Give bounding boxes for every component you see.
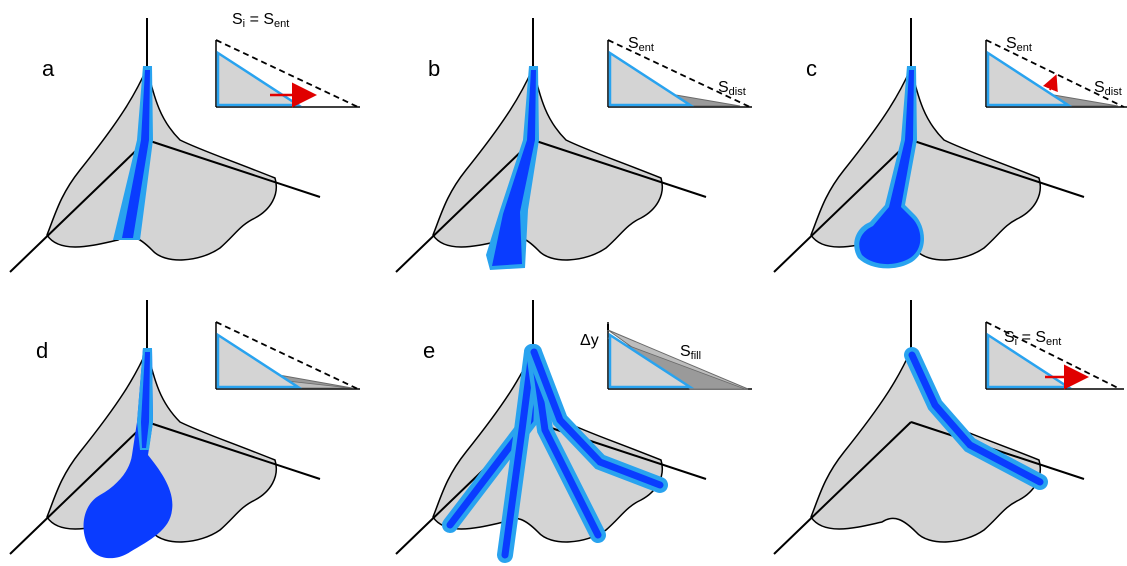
axis-diagonal [532, 139, 707, 198]
delta-y-label: Δy [580, 332, 599, 349]
panel-c: c Sent Sdist [773, 18, 1127, 273]
arrow-icon [1043, 74, 1058, 93]
profile-inset: Si = Sent [985, 321, 1124, 390]
channel [486, 66, 539, 270]
axis-left [9, 421, 148, 555]
axis-left [9, 139, 148, 273]
panel-a: a Si = Sent [9, 11, 360, 273]
slope-label: Si = Sent [1004, 329, 1061, 348]
channel-network [442, 344, 668, 563]
axis-diagonal [146, 421, 321, 480]
panel-f: Si = Sent [773, 300, 1124, 555]
fan-surface [46, 65, 277, 261]
profile-inset [215, 321, 360, 390]
channel-core [492, 70, 536, 266]
fan-surface [810, 347, 1041, 543]
sent-label: Sent [1006, 35, 1032, 54]
fan-surface [810, 65, 1041, 261]
profile-inset: Sent Sdist [607, 35, 752, 108]
channel-core [859, 70, 921, 265]
axis-left [773, 139, 912, 273]
sdist-label: Sdist [1094, 79, 1122, 98]
axis-diagonal [910, 139, 1085, 198]
panel-e: e Δy Sfill [395, 300, 752, 563]
panel-label-b: b [428, 56, 440, 81]
axis-diagonal [146, 139, 321, 198]
panel-label-c: c [806, 56, 817, 81]
profile-inset: Si = Sent [215, 11, 360, 108]
channel-core [141, 352, 150, 448]
sdist-label: Sdist [718, 79, 746, 98]
channel [904, 347, 1048, 490]
channel-core [122, 70, 150, 238]
panel-b: b Sent Sdist [395, 18, 752, 273]
fan-surface [432, 65, 663, 261]
sent-label: Sent [628, 35, 654, 54]
sfill-label: Sfill [680, 343, 701, 362]
panel-label-a: a [42, 56, 55, 81]
profile-inset: Sent Sdist [985, 35, 1127, 108]
panel-d: d [9, 300, 360, 559]
axis-left [395, 139, 534, 273]
profile-inset: Δy Sfill [580, 322, 752, 390]
axis-left [773, 421, 912, 555]
panel-label-d: d [36, 338, 48, 363]
panel-label-e: e [423, 338, 435, 363]
slope-label: Si = Sent [232, 11, 289, 30]
